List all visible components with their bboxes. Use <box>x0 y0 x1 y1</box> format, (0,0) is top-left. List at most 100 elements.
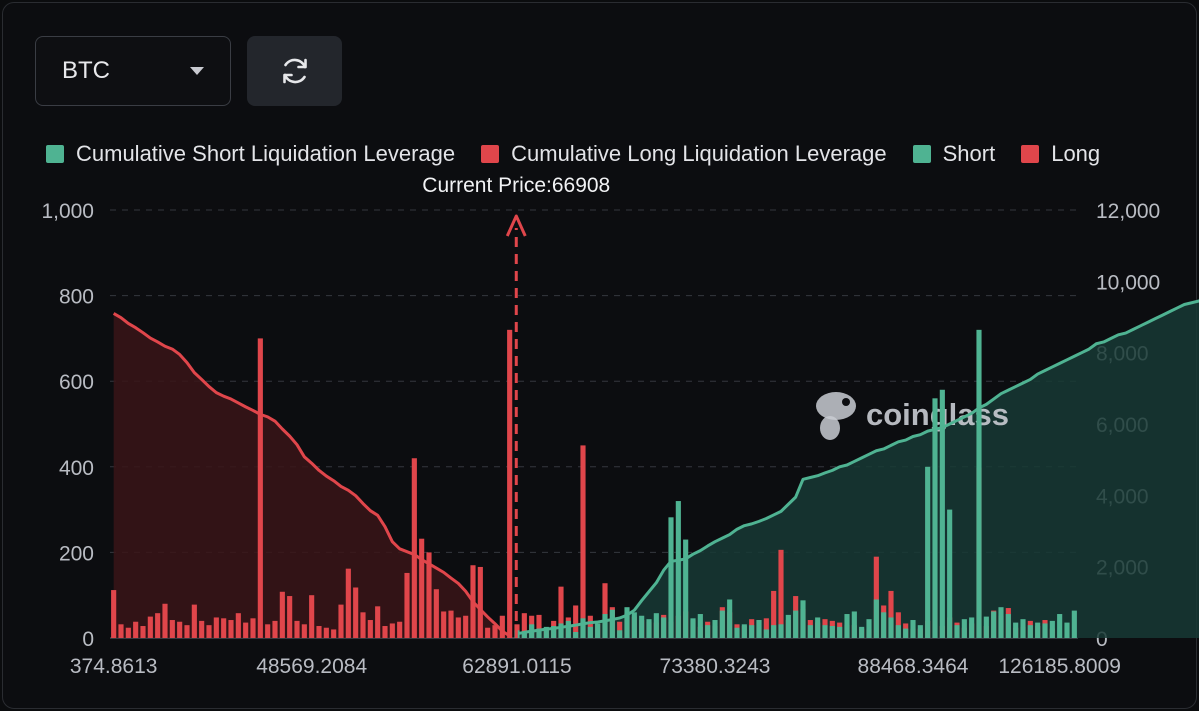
short-bar <box>1005 614 1011 638</box>
long-bar <box>191 604 197 638</box>
short-bar <box>624 607 630 638</box>
refresh-icon <box>282 58 307 84</box>
short-bar <box>631 612 637 638</box>
long-bar <box>235 613 241 638</box>
short-bar <box>859 626 865 638</box>
long-bar <box>448 610 454 638</box>
symbol-select[interactable]: BTC <box>35 36 231 106</box>
legend-label: Long <box>1051 141 1101 166</box>
legend-label: Short <box>942 141 996 166</box>
y-right-tick-label: 0 <box>1096 628 1108 651</box>
short-bar <box>536 628 542 638</box>
short-bar <box>910 620 916 638</box>
y-left-tick-label: 200 <box>59 542 94 565</box>
short-bar <box>903 628 909 638</box>
y-left-tick-label: 0 <box>82 628 94 651</box>
long-bar <box>213 617 219 638</box>
long-bar <box>140 626 146 638</box>
long-cumulative-line <box>112 312 511 638</box>
legend-cumulative-long[interactable]: Cumulative Long Liquidation Leverage <box>481 141 887 167</box>
long-bar <box>521 613 527 638</box>
short-bar <box>741 624 747 638</box>
long-bar <box>771 590 777 638</box>
current-price-arrow <box>505 214 527 237</box>
x-tick-label: 62891.0115 <box>462 655 571 678</box>
long-bar <box>485 627 491 638</box>
short-bar <box>1064 622 1070 638</box>
short-bar <box>851 611 857 638</box>
x-tick-label: 126185.8009 <box>998 655 1121 678</box>
legend-short[interactable]: Short <box>912 141 996 167</box>
long-bar <box>580 445 586 638</box>
long-bar <box>353 587 359 638</box>
short-bar <box>719 610 725 638</box>
long-bar <box>360 612 366 638</box>
short-bar <box>690 618 696 638</box>
y-left-tick-label: 800 <box>59 286 94 309</box>
short-bar <box>705 625 711 638</box>
long-bar <box>419 538 425 638</box>
short-bar <box>712 620 718 638</box>
short-bar <box>558 623 564 638</box>
short-cumulative-line <box>516 299 1199 636</box>
long-bar <box>199 620 205 638</box>
short-bar <box>763 629 769 638</box>
long-bar <box>573 605 579 638</box>
long-bar <box>441 611 447 638</box>
y-left-tick-label: 600 <box>59 371 94 394</box>
legend-cumulative-short[interactable]: Cumulative Short Liquidation Leverage <box>46 141 455 167</box>
short-bar <box>888 617 894 638</box>
long-bar <box>162 603 168 638</box>
short-bar <box>881 612 887 638</box>
short-bar <box>829 626 835 638</box>
long-bar <box>250 618 256 638</box>
short-bar <box>991 611 997 638</box>
long-bar <box>873 556 879 638</box>
short-bar <box>800 600 806 638</box>
long-bar <box>177 621 183 638</box>
symbol-select-value: BTC <box>62 57 110 84</box>
long-bar <box>888 590 894 638</box>
short-bar <box>1035 622 1041 638</box>
short-bar <box>917 625 923 638</box>
x-tick-label: 48569.2084 <box>256 655 367 678</box>
short-bar <box>815 617 821 638</box>
short-bar <box>983 616 989 638</box>
long-bar <box>309 595 315 638</box>
long-bar <box>323 627 329 638</box>
long-bar <box>287 596 293 638</box>
short-bar <box>661 617 667 638</box>
short-bar <box>675 501 681 638</box>
y-right-tick-label: 10,000 <box>1096 271 1160 294</box>
short-bar <box>565 620 571 638</box>
legend-long[interactable]: Long <box>1021 141 1100 167</box>
short-bar <box>543 626 549 638</box>
short-bar <box>1071 610 1077 638</box>
current-price-label: Current Price:66908 <box>422 174 610 197</box>
refresh-button[interactable] <box>247 36 342 106</box>
x-tick-label: 73380.3243 <box>660 655 771 678</box>
short-bar <box>939 389 945 638</box>
short-bar <box>683 539 689 638</box>
short-bar <box>668 517 674 638</box>
short-bar <box>895 625 901 638</box>
long-bar <box>147 616 153 638</box>
long-bar <box>507 329 513 638</box>
long-bar <box>338 604 344 638</box>
short-bar <box>1049 620 1055 638</box>
long-bar <box>243 622 249 638</box>
long-cumulative-area <box>113 313 510 638</box>
short-bar <box>932 398 938 638</box>
long-bar <box>184 625 190 638</box>
long-bar <box>536 614 542 638</box>
long-bar <box>367 620 373 638</box>
short-bar <box>573 632 579 638</box>
long-bar <box>221 618 227 638</box>
short-bar <box>727 599 733 638</box>
short-bar <box>1027 625 1033 638</box>
legend-label: Cumulative Long Liquidation Leverage <box>511 141 887 166</box>
short-bar <box>785 614 791 638</box>
legend-swatch <box>46 145 64 163</box>
short-bar <box>866 619 872 638</box>
short-bar <box>976 329 982 638</box>
